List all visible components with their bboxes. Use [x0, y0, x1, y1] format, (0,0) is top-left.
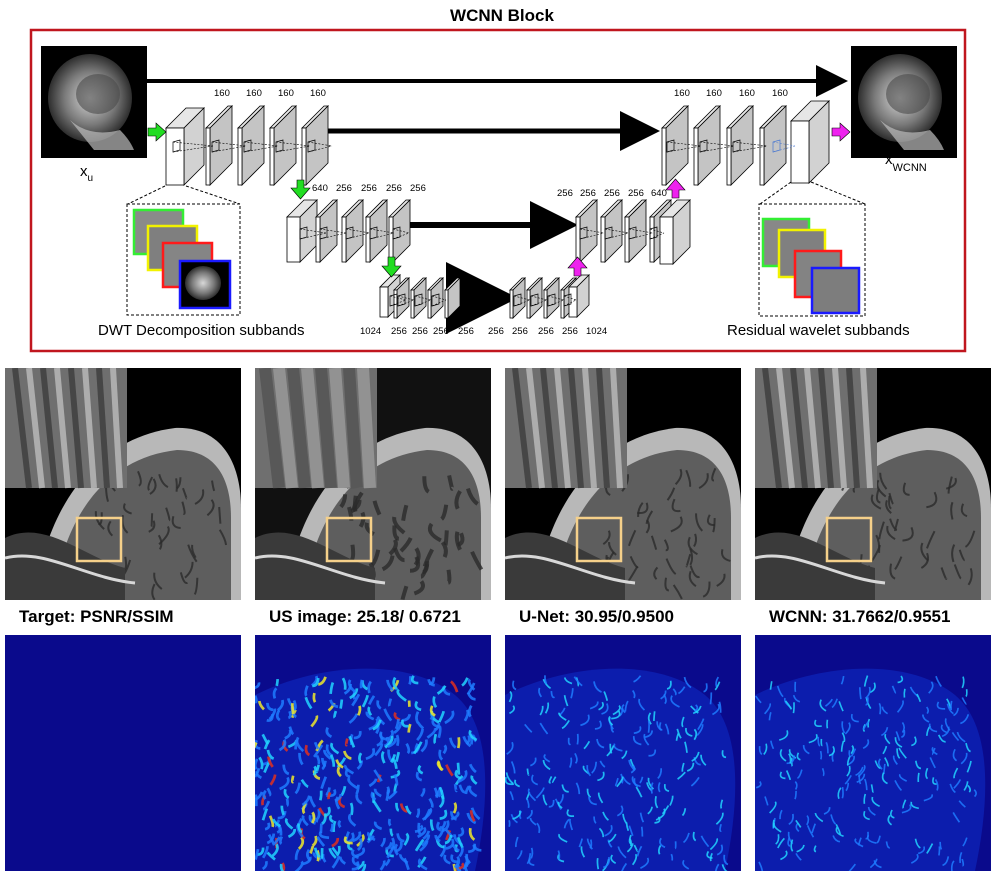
error-map: [755, 635, 991, 871]
dec1-conv-block: [726, 105, 754, 186]
roi-box: [575, 516, 623, 563]
channel-label: 256: [562, 326, 578, 337]
roi-box: [75, 516, 123, 563]
enc3-conv-block: [427, 277, 444, 319]
channel-label: 160: [772, 88, 788, 99]
enc3-conv-block: [444, 277, 461, 319]
wcnn-block-border: [29, 28, 967, 353]
residual-label: Residual wavelet subbands: [727, 322, 910, 339]
dwt-subbands-box: [126, 203, 241, 316]
down-arrow-level1: [290, 179, 311, 200]
channel-label: 256: [580, 188, 596, 199]
channel-label: 1024: [586, 326, 607, 337]
channel-label: 256: [410, 183, 426, 194]
channel-label: 256: [336, 183, 352, 194]
dec2-output-block: [659, 199, 691, 265]
channel-label: 256: [628, 188, 644, 199]
residual-subband-stack: [761, 217, 861, 315]
dec3-conv-block: [543, 277, 560, 319]
dec3-conv-block: [526, 277, 543, 319]
enc2-conv-block: [315, 199, 338, 263]
enc1-input-block: [165, 107, 205, 186]
channel-label: 256: [488, 326, 504, 337]
channel-label: 160: [706, 88, 722, 99]
dec2-conv-block: [575, 199, 598, 263]
result-caption: U-Net: 30.95/0.9500: [519, 607, 674, 626]
roi-box: [825, 516, 873, 563]
channel-label: 640: [312, 183, 328, 194]
reconstruction-image: [505, 368, 741, 600]
channel-label: 256: [538, 326, 554, 337]
dec2-conv-block: [624, 199, 647, 263]
channel-label: 160: [739, 88, 755, 99]
enc1-conv-block: [301, 105, 329, 186]
dwt-label: DWT Decomposition subbands: [98, 322, 304, 339]
input-green-arrow: [147, 122, 167, 142]
output-mri-image: [851, 46, 957, 158]
error-map: [5, 635, 241, 871]
error-map: [505, 635, 741, 871]
enc2-conv-block: [388, 199, 411, 263]
result-caption: WCNN: 31.7662/0.9551: [769, 607, 951, 626]
error-map: [255, 635, 491, 871]
dec2-conv-block: [600, 199, 623, 263]
dec1-conv-block: [759, 105, 787, 186]
up-arrow-level2: [567, 256, 588, 277]
dec1-output-block: [790, 100, 830, 184]
down-arrow-level2: [381, 256, 402, 278]
channel-label: 256: [512, 326, 528, 337]
channel-label: 160: [246, 88, 262, 99]
result-caption: US image: 25.18/ 0.6721: [269, 607, 461, 626]
reconstruction-image: [255, 368, 491, 600]
output-label: xWCNN: [885, 151, 927, 174]
channel-label: 256: [386, 183, 402, 194]
dec1-conv-block: [693, 105, 721, 186]
wcnn-architecture-diagram: xu xWCNN 160 160 160 160 160 160 160 160 640 256 2…: [29, 28, 967, 353]
enc3-conv-block: [410, 277, 427, 319]
input-mri-image: [41, 46, 147, 158]
channel-label: 160: [674, 88, 690, 99]
enc1-conv-block: [269, 105, 297, 186]
block-title: WCNN Block: [450, 6, 554, 25]
result-caption: Target: PSNR/SSIM: [19, 607, 174, 626]
channel-label: 256: [391, 326, 407, 337]
enc2-input-block: [286, 199, 318, 263]
channel-label: 256: [412, 326, 428, 337]
enc1-conv-block: [237, 105, 265, 186]
dec3-conv-block: [509, 277, 526, 319]
up-arrow-level1: [665, 178, 686, 199]
output-magenta-arrow: [831, 122, 851, 142]
channel-label: 160: [214, 88, 230, 99]
enc1-conv-block: [205, 105, 233, 186]
enc2-conv-block: [365, 199, 388, 263]
channel-label: 256: [557, 188, 573, 199]
dec1-conv-block: [661, 105, 689, 186]
channel-label: 256: [433, 326, 449, 337]
channel-label: 1024: [360, 326, 381, 337]
reconstruction-image: [755, 368, 991, 600]
channel-label: 160: [310, 88, 326, 99]
input-label: xu: [80, 163, 93, 184]
channel-label: 256: [604, 188, 620, 199]
channel-label: 160: [278, 88, 294, 99]
channel-label: 256: [361, 183, 377, 194]
residual-subbands-box: [758, 203, 866, 317]
enc2-conv-block: [341, 199, 364, 263]
channel-label: 256: [458, 326, 474, 337]
roi-box: [325, 516, 373, 563]
channel-label: 640: [651, 188, 667, 199]
reconstruction-image: [5, 368, 241, 600]
dec3-output-block: [568, 274, 590, 318]
dwt-subband-stack: [132, 208, 232, 310]
